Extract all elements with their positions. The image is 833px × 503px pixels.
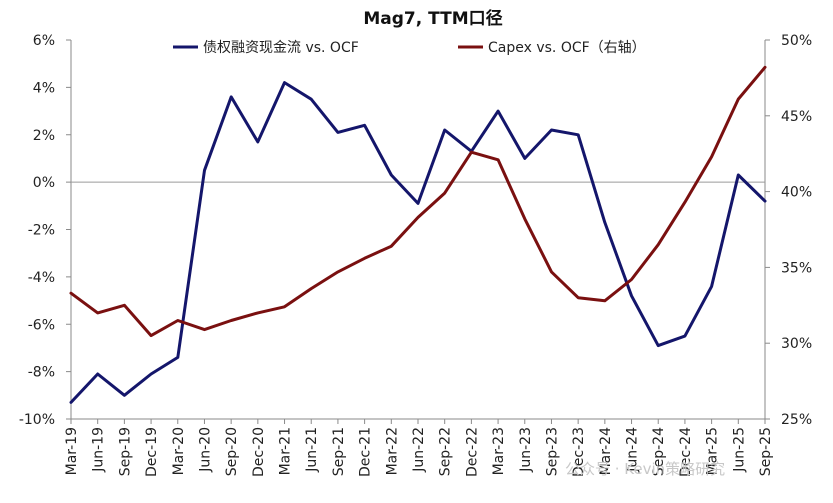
left-tick-label: -8%	[28, 365, 55, 381]
series-layer	[69, 65, 767, 404]
series-line-capex	[69, 65, 767, 338]
x-tick-label: Jun-21	[304, 427, 320, 473]
legend-label: 债权融资现金流 vs. OCF	[203, 40, 359, 56]
x-tick-label: Jun-20	[197, 427, 213, 473]
x-tick-label: Jun-23	[518, 427, 534, 473]
watermark: 公众号 · Kevin策略研究	[565, 460, 725, 478]
left-tick-label: -4%	[28, 270, 55, 286]
x-tick-label: Mar-25	[705, 427, 721, 475]
x-tick-label: Mar-23	[491, 427, 507, 475]
x-tick-label: Jun-22	[411, 427, 427, 473]
x-tick-label: Mar-22	[384, 427, 400, 475]
left-tick-label: -2%	[28, 223, 55, 239]
left-tick-label: 2%	[33, 128, 55, 144]
left-tick-label: -10%	[19, 412, 55, 428]
x-tick-label: Mar-19	[64, 427, 80, 475]
right-tick-label: 30%	[781, 336, 812, 352]
x-tick-label: Sep-19	[117, 427, 133, 476]
x-tick-label: Mar-20	[171, 427, 187, 475]
chart-title: Mag7, TTM口径	[363, 8, 502, 29]
x-tick-label: Mar-21	[278, 427, 294, 475]
x-tick-label: Dec-24	[678, 427, 694, 477]
right-tick-label: 35%	[781, 260, 812, 276]
legend: 债权融资现金流 vs. OCF Capex vs. OCF（右轴）	[173, 40, 646, 56]
x-tick-label: Sep-25	[758, 427, 774, 476]
x-tick-label: Mar-24	[598, 427, 614, 475]
x-tick-label: Jun-19	[91, 427, 107, 473]
x-tick-label: Jun-24	[625, 427, 641, 473]
left-tick-label: -6%	[28, 317, 55, 333]
left-tick-label: 6%	[33, 33, 55, 49]
axes: -10% -8% -6% -4% -2% 0% 2% 4% 6% 25% 30% 35% 40% 45% 5…	[19, 33, 812, 477]
left-tick-label: 4%	[33, 80, 55, 96]
right-tick-label: 45%	[781, 109, 812, 125]
x-tick-label: Dec-20	[251, 427, 267, 477]
right-tick-label: 40%	[781, 185, 812, 201]
x-tick-label: Sep-24	[651, 427, 667, 476]
x-tick-label: Jun-25	[731, 427, 747, 473]
x-tick-label: Dec-22	[464, 427, 480, 477]
left-tick-label: 0%	[33, 175, 55, 191]
x-tick-label: Sep-23	[544, 427, 560, 476]
legend-label: Capex vs. OCF（右轴）	[488, 40, 646, 56]
series-line-debt-financing	[69, 81, 767, 404]
x-tick-label: Sep-21	[331, 427, 347, 476]
right-tick-label: 25%	[781, 412, 812, 428]
right-tick-label: 50%	[781, 33, 812, 49]
x-tick-label: Sep-20	[224, 427, 240, 476]
x-tick-label: Dec-19	[144, 427, 160, 477]
x-tick-label: Dec-21	[358, 427, 374, 477]
x-tick-label: Sep-22	[438, 427, 454, 476]
x-tick-label: Dec-23	[571, 427, 587, 477]
